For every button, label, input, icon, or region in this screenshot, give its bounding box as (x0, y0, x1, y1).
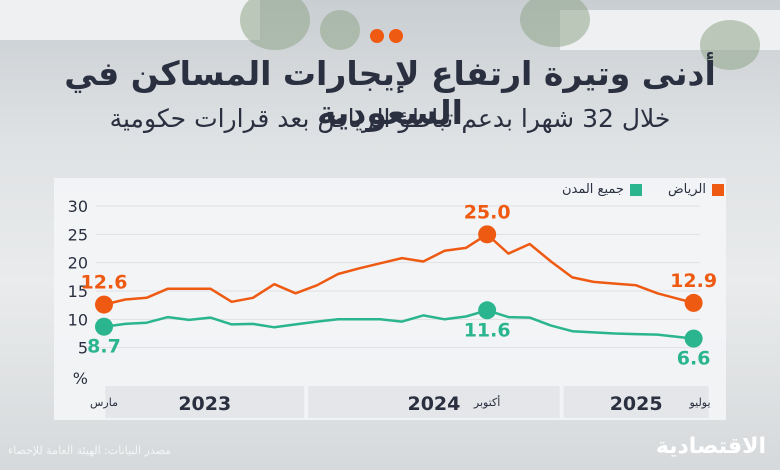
y-unit-label: % (73, 369, 88, 388)
year-label: 2025 (610, 393, 663, 415)
highlight-point (478, 301, 497, 320)
data-label: 8.7 (87, 336, 121, 358)
year-label: 2023 (178, 393, 231, 415)
y-tick-label: 25 (68, 225, 88, 244)
legend-item-all-cities: جميع المدن (562, 182, 642, 197)
series-line-riyadh (103, 233, 694, 306)
legend-item-riyadh: الرياض (668, 182, 724, 197)
year-band (308, 386, 560, 418)
y-tick-label: 15 (68, 282, 88, 301)
month-tick-label: يوليو (688, 396, 710, 409)
background-tree (240, 0, 310, 50)
highlight-point (684, 329, 703, 348)
legend-label-riyadh: الرياض (667, 182, 706, 197)
legend-label-all-cities: جميع المدن (561, 182, 624, 197)
legend-swatch-riyadh (712, 183, 724, 196)
background-building (0, 0, 260, 40)
chart-legend: الرياض جميع المدن (562, 182, 724, 197)
highlight-point (95, 295, 113, 314)
data-source-note: مصدر البيانات: الهيئة العامة للإحصاء (8, 444, 172, 457)
data-label: 12.6 (81, 272, 128, 294)
background-tree (700, 20, 760, 70)
data-label: 12.9 (670, 270, 717, 292)
legend-swatch-all-cities (629, 183, 642, 196)
chart-panel (54, 178, 726, 420)
month-tick-label: مارس (90, 396, 118, 409)
accent-dots (370, 29, 403, 43)
year-band (105, 386, 305, 418)
highlight-point (478, 225, 497, 244)
data-label: 25.0 (464, 201, 511, 223)
series-line-all-cities (103, 309, 694, 340)
data-label: 11.6 (464, 319, 511, 341)
highlight-point (684, 293, 703, 312)
month-tick-label: أكتوبر (473, 395, 500, 409)
accent-dot (389, 29, 403, 43)
y-tick-label: 5 (78, 339, 88, 358)
background-tree (320, 10, 360, 50)
y-tick-label: 10 (68, 310, 88, 329)
accent-dot (370, 29, 384, 43)
year-label: 2024 (407, 393, 460, 415)
page-title: أدنى وتيرة ارتفاع لإيجارات المساكن في ال… (64, 54, 716, 132)
page-subtitle: خلال 32 شهرا بدعم تباطؤ الرياض بعد قرارا… (109, 104, 671, 133)
y-tick-label: 30 (68, 197, 88, 216)
year-band (563, 386, 709, 418)
y-tick-label: 20 (68, 254, 88, 273)
highlight-point (95, 317, 113, 336)
background-tree (520, 0, 590, 47)
data-label: 6.6 (677, 348, 711, 370)
brand-logo: الاقتصادية (655, 434, 766, 459)
